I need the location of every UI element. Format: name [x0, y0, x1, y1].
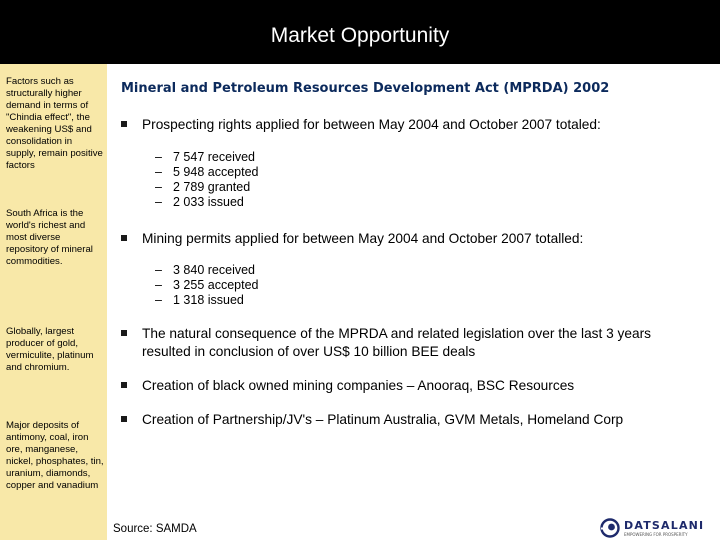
section-heading: Mineral and Petroleum Resources Developm… — [121, 81, 610, 96]
bullet-text: Creation of Partnership/JV's – Platinum … — [142, 412, 624, 427]
square-bullet-icon — [121, 121, 127, 127]
square-bullet-icon — [121, 235, 127, 241]
dash-marker: – — [155, 293, 162, 307]
bullet-text: Prospecting rights applied for between M… — [142, 117, 601, 132]
bullet-text: Mining permits applied for between May 2… — [142, 231, 584, 246]
bullet-prospecting-rights: Prospecting rights applied for between M… — [121, 116, 701, 134]
list-item: –3 255 accepted — [155, 278, 355, 293]
logo-name: DATSALANI — [624, 519, 705, 532]
prospecting-rights-list: –7 547 received –5 948 accepted –2 789 g… — [155, 150, 355, 210]
bullet-black-owned-companies: Creation of black owned mining companies… — [121, 377, 701, 395]
slide-title: Market Opportunity — [270, 24, 450, 47]
bullet-text: Creation of black owned mining companies… — [142, 378, 575, 393]
company-logo: DATSALANI EMPOWERING FOR PROSPERITY — [600, 516, 720, 540]
dash-marker: – — [155, 263, 162, 277]
dash-marker: – — [155, 165, 162, 179]
bullet-mining-permits: Mining permits applied for between May 2… — [121, 230, 701, 248]
list-item: –2 033 issued — [155, 195, 355, 210]
dash-marker: – — [155, 180, 162, 194]
bullet-text: The natural consequence of the MPRDA and… — [142, 326, 652, 359]
list-item-text: 5 948 accepted — [173, 165, 259, 179]
dash-marker: – — [155, 150, 162, 164]
title-bar: Market Opportunity — [0, 0, 720, 64]
square-bullet-icon — [121, 330, 127, 336]
list-item: –2 789 granted — [155, 180, 355, 195]
mining-permits-list: –3 840 received –3 255 accepted –1 318 i… — [155, 263, 355, 308]
logo-swirl-icon — [600, 518, 620, 538]
list-item-text: 1 318 issued — [173, 293, 244, 307]
sidebar-note-major-deposits: Major deposits of antimony, coal, iron o… — [6, 420, 104, 491]
square-bullet-icon — [121, 416, 127, 422]
list-item-text: 2 789 granted — [173, 180, 251, 194]
square-bullet-icon — [121, 382, 127, 388]
logo-tagline: EMPOWERING FOR PROSPERITY — [624, 532, 688, 537]
list-item-text: 2 033 issued — [173, 195, 244, 209]
list-item: –7 547 received — [155, 150, 355, 165]
list-item-text: 3 255 accepted — [173, 278, 259, 292]
dash-marker: – — [155, 195, 162, 209]
list-item-text: 7 547 received — [173, 150, 256, 164]
bullet-partnerships: Creation of Partnership/JV's – Platinum … — [121, 411, 701, 429]
source-note: Source: SAMDA — [113, 523, 197, 535]
dash-marker: – — [155, 278, 162, 292]
list-item: –3 840 received — [155, 263, 355, 278]
sidebar-note-market-factors: Factors such as structurally higher dema… — [6, 76, 103, 171]
bullet-bee-deals: The natural consequence of the MPRDA and… — [121, 325, 701, 361]
sidebar-note-mineral-repository: South Africa is the world's richest and … — [6, 208, 93, 267]
list-item: –5 948 accepted — [155, 165, 355, 180]
sidebar-note-largest-producer: Globally, largest producer of gold, verm… — [6, 326, 94, 373]
list-item: –1 318 issued — [155, 293, 355, 308]
sidebar — [0, 64, 107, 540]
list-item-text: 3 840 received — [173, 263, 256, 277]
